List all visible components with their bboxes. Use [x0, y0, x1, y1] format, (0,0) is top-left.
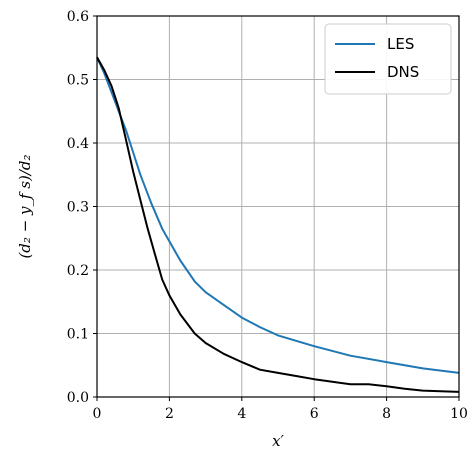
legend-label-dns: DNS — [387, 63, 419, 81]
axis-ticks: 0 2 4 6 8 10 0.0 0.1 0.2 0.3 0.4 0.5 0.6 — [67, 9, 468, 422]
y-tick-label: 0.5 — [67, 73, 89, 89]
series-lines — [96, 56, 460, 393]
series-line-les — [96, 56, 460, 374]
y-tick-label: 0.2 — [67, 263, 89, 279]
x-tick-label: 0 — [93, 406, 102, 422]
x-tick-label: 4 — [237, 406, 246, 422]
x-tick-label: 2 — [165, 406, 174, 422]
legend: LES DNS — [324, 23, 452, 95]
legend-box — [324, 23, 452, 95]
x-tick-label: 6 — [310, 406, 319, 422]
y-tick-label: 0.0 — [67, 390, 89, 406]
x-tick-label: 8 — [382, 406, 391, 422]
x-tick-label: 10 — [450, 406, 468, 422]
y-tick-label: 0.4 — [67, 136, 89, 152]
series-line-dns — [96, 56, 460, 393]
y-axis-label: (d₂ − y_f s)/d₂ — [16, 154, 34, 258]
x-axis-label: x′ — [272, 432, 284, 450]
y-tick-label: 0.1 — [67, 327, 89, 343]
legend-label-les: LES — [387, 35, 414, 53]
y-tick-label: 0.6 — [67, 9, 89, 25]
y-tick-label: 0.3 — [67, 200, 89, 216]
